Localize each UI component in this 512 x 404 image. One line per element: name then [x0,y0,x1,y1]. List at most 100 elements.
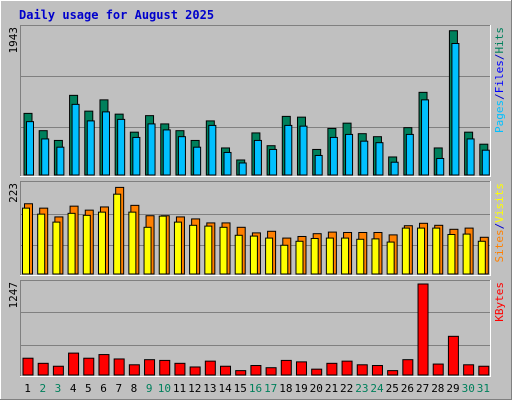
bar-visits [280,244,289,275]
bar-visits [128,211,137,275]
bar-kbytes [189,366,201,376]
bar-files-pages [253,139,262,176]
bar-kbytes [174,362,186,376]
bar-visits [432,227,441,275]
bar-kbytes [265,367,277,376]
bar-visits [22,207,30,275]
bar-files-pages [390,161,399,176]
day-label: 21 [325,382,338,395]
bar-files-pages [481,149,490,176]
bar-files-pages [86,120,95,176]
day-label: 27 [416,382,429,395]
bar-kbytes [387,370,399,376]
bar-kbytes [311,368,323,376]
day-label: 22 [340,382,353,395]
bar-visits [158,215,167,275]
legend-pages: Pages [493,100,506,133]
legend-files: Files [493,60,506,93]
bar-files-pages [299,125,308,176]
day-label: 24 [370,382,384,395]
day-label: 28 [431,382,444,395]
panel-kbytes: 1247 KBytes [7,280,506,377]
day-label: 13 [203,382,216,395]
day-label: 6 [100,382,107,395]
chart-title: Daily usage for August 2025 [19,8,214,22]
bar-kbytes [68,352,80,376]
max-value-label: 1247 [7,282,20,309]
legend-kbytes: KBytes [493,282,506,322]
bar-files-pages [421,99,430,176]
day-label: 29 [446,382,459,395]
bar-visits [447,233,456,275]
bar-visits [356,238,365,275]
day-label: 9 [146,382,153,395]
day-label: 8 [131,382,138,395]
bar-visits [386,241,395,275]
bar-kbytes [37,362,49,376]
bar-visits [234,234,243,275]
day-label: 12 [188,382,201,395]
bar-visits [67,212,76,275]
day-label: 5 [85,382,92,395]
bar-files-pages [375,142,384,176]
legend-separator: / [493,93,506,100]
bar-visits [97,211,106,275]
legend: Sites/Visits [493,183,506,263]
bar-kbytes [220,365,232,376]
bar-visits [401,227,410,275]
bar-files-pages [26,121,34,176]
bar-kbytes [98,354,110,376]
max-value-label: 223 [7,183,20,203]
bar-visits [113,193,122,275]
bar-visits [265,237,274,275]
bar-kbytes [417,283,429,376]
bar-kbytes [402,359,414,376]
bar-visits [219,226,228,275]
day-label: 25 [386,382,399,395]
bar-visits [462,233,471,275]
bar-visits [52,221,61,275]
day-label: 4 [70,382,77,395]
day-label: 17 [264,382,277,395]
bar-files-pages [41,138,50,176]
day-label: 30 [462,382,475,395]
day-labels: 1 2 3 4 5 6 7 8 9 10 11 12 13 14 15 16 17 18 19 20 21 22 23 24 2… [24,382,490,395]
bar-files-pages [177,136,186,176]
day-label: 3 [55,382,62,395]
bar-files-pages [132,136,141,176]
bar-kbytes [341,360,353,376]
day-label: 7 [115,382,122,395]
bar-kbytes [463,364,475,376]
day-label: 23 [355,382,368,395]
bar-kbytes [204,360,216,376]
bar-files-pages [466,138,475,176]
day-label: 14 [218,382,232,395]
bar-kbytes [326,362,338,376]
bar-visits [417,227,426,275]
bar-files-pages [147,123,156,176]
legend-visits: Visits [493,183,506,223]
bar-kbytes [432,363,444,376]
bar-files-pages [314,154,323,176]
bar-files-pages [405,133,414,176]
bar-files-pages [208,124,217,176]
day-label: 26 [401,382,414,395]
bar-files-pages [436,157,445,176]
day-label: 31 [477,382,490,395]
bar-files-pages [329,136,338,176]
bar-visits [204,225,213,275]
bar-files-pages [238,162,247,176]
bar-files-pages [223,151,232,176]
bar-kbytes [250,365,262,376]
day-label: 1 [24,382,31,395]
bar-kbytes [280,359,292,376]
bar-visits [37,213,46,275]
bar-visits [82,214,91,275]
bar-visits [143,226,152,275]
bar-files-pages [56,146,65,176]
bar-files-pages [101,111,110,176]
legend: KBytes [493,282,506,322]
legend-sites: Sites [493,229,506,262]
